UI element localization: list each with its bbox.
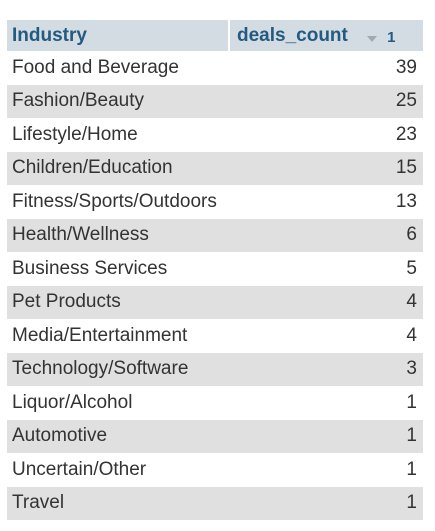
table-row: Health/Wellness 6 xyxy=(7,218,423,252)
deals-count-cell: 1 xyxy=(230,386,423,420)
deals-count-cell: 5 xyxy=(230,252,423,286)
deals-count-cell: 1 xyxy=(230,453,423,487)
deals-count-cell: 3 xyxy=(230,352,423,386)
industry-cell: Liquor/Alcohol xyxy=(7,386,230,420)
deals-count-cell: 39 xyxy=(230,51,423,85)
column-header-deals-count[interactable]: deals_count 1 xyxy=(230,20,423,51)
column-header-deals-count-label[interactable]: deals_count xyxy=(237,24,348,46)
table-row: Children/Education 15 xyxy=(7,151,423,185)
deals-count-cell: 23 xyxy=(230,118,423,152)
deals-count-cell: 15 xyxy=(230,151,423,185)
sort-indicator[interactable]: 1 xyxy=(367,29,396,46)
table-row: Automotive 1 xyxy=(7,419,423,453)
industry-cell: Automotive xyxy=(7,419,230,453)
table-row: Food and Beverage 39 xyxy=(7,51,423,85)
deals-count-cell: 4 xyxy=(230,319,423,353)
table-row: Liquor/Alcohol 1 xyxy=(7,386,423,420)
deals-count-cell: 1 xyxy=(230,419,423,453)
industry-cell: Food and Beverage xyxy=(7,51,230,85)
deals-count-cell: 1 xyxy=(230,486,423,520)
table-row: Technology/Software 3 xyxy=(7,352,423,386)
sort-order-number: 1 xyxy=(387,29,396,46)
table-row: Media/Entertainment 4 xyxy=(7,319,423,353)
industry-cell: Lifestyle/Home xyxy=(7,118,230,152)
industry-cell: Fashion/Beauty xyxy=(7,84,230,118)
industry-cell: Business Services xyxy=(7,252,230,286)
industry-cell: Health/Wellness xyxy=(7,218,230,252)
industry-cell: Travel xyxy=(7,486,230,520)
sort-descending-icon[interactable] xyxy=(367,35,378,42)
deals-count-cell: 6 xyxy=(230,218,423,252)
table-row: Lifestyle/Home 23 xyxy=(7,118,423,152)
column-header-industry-label[interactable]: Industry xyxy=(12,24,87,46)
deals-count-cell: 4 xyxy=(230,285,423,319)
industry-cell: Pet Products xyxy=(7,285,230,319)
table-row: Fashion/Beauty 25 xyxy=(7,84,423,118)
results-table: Industry deals_count 1 Food and Beverage… xyxy=(7,20,423,520)
table-row: Business Services 5 xyxy=(7,252,423,286)
column-header-industry[interactable]: Industry xyxy=(7,20,230,51)
deals-count-cell: 13 xyxy=(230,185,423,219)
deals-count-cell: 25 xyxy=(230,84,423,118)
industry-cell: Technology/Software xyxy=(7,352,230,386)
industry-cell: Fitness/Sports/Outdoors xyxy=(7,185,230,219)
table-row: Fitness/Sports/Outdoors 13 xyxy=(7,185,423,219)
table-row: Uncertain/Other 1 xyxy=(7,453,423,487)
industry-cell: Media/Entertainment xyxy=(7,319,230,353)
table-row: Pet Products 4 xyxy=(7,285,423,319)
header-row: Industry deals_count 1 xyxy=(7,20,423,51)
table-row: Travel 1 xyxy=(7,486,423,520)
industry-cell: Children/Education xyxy=(7,151,230,185)
industry-cell: Uncertain/Other xyxy=(7,453,230,487)
